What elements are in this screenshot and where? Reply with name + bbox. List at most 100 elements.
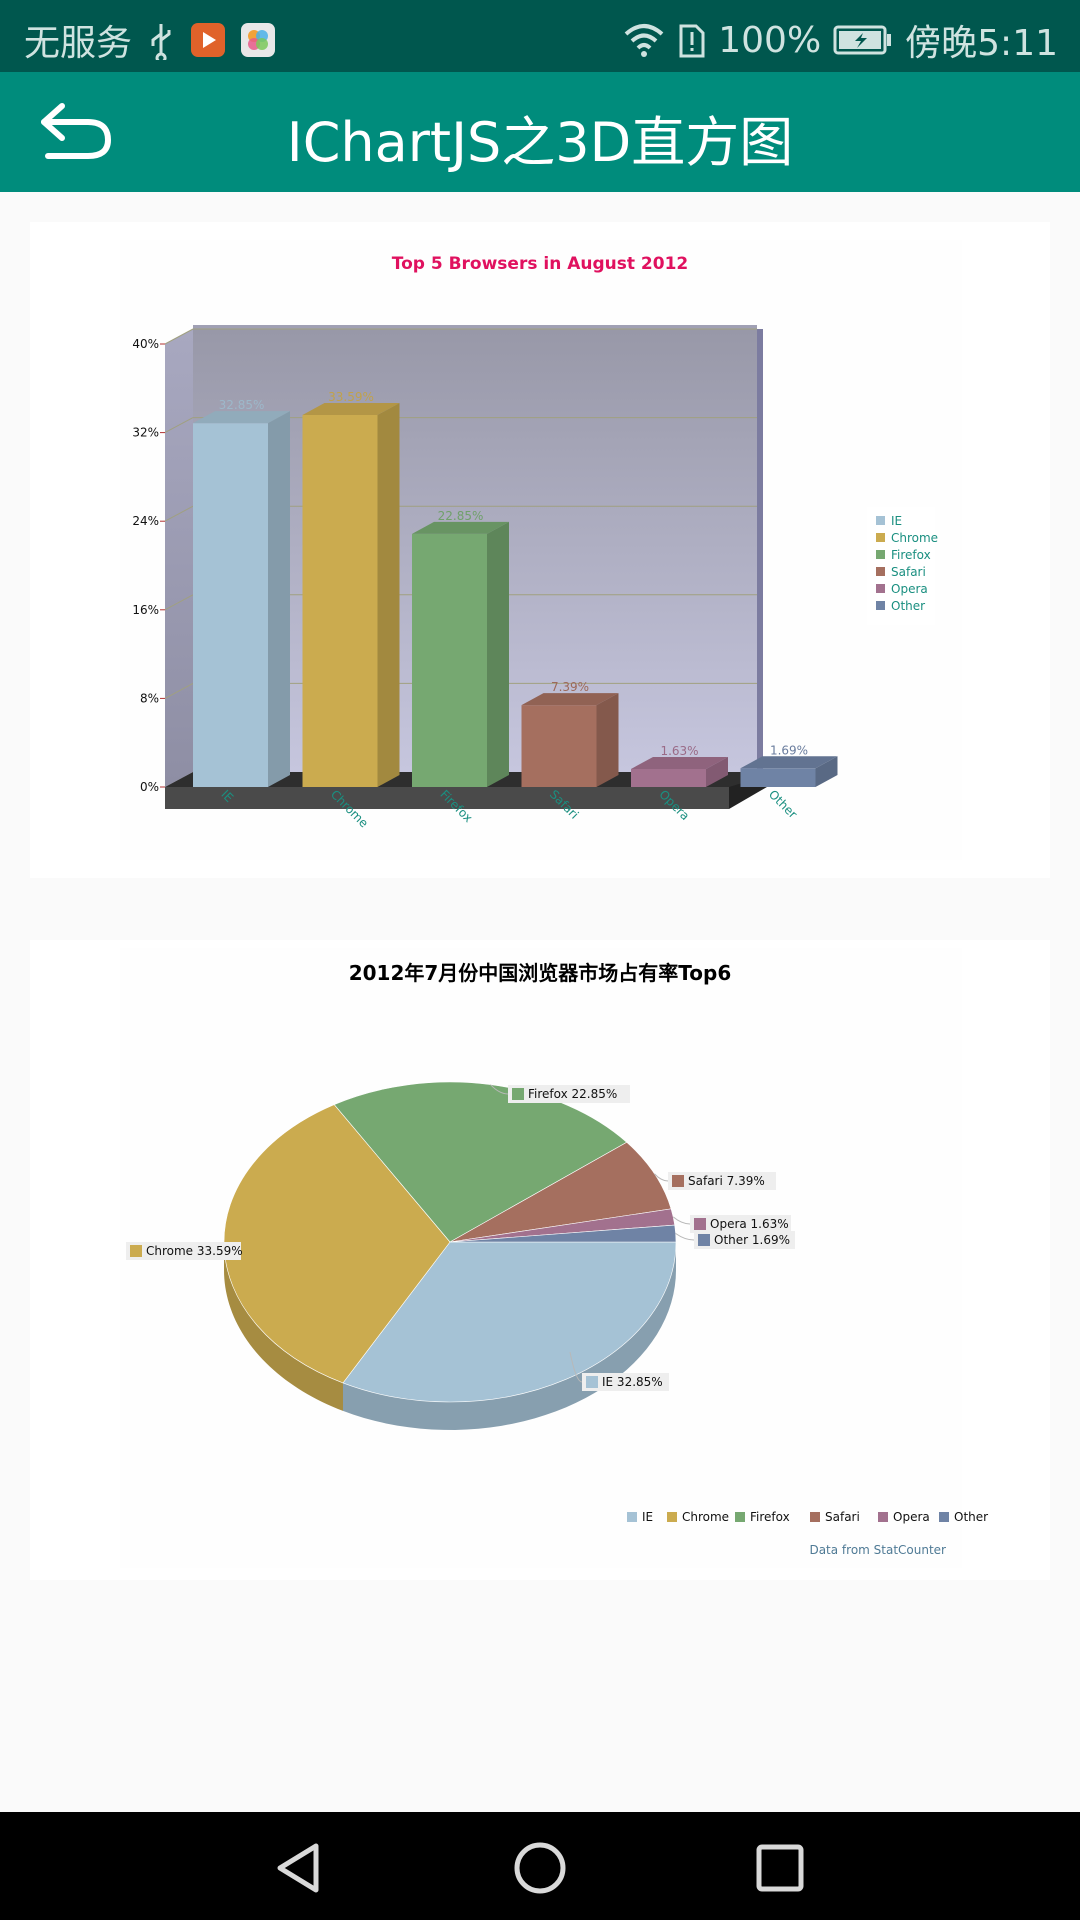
- chart-left-wall: [165, 329, 193, 787]
- bar-data-label: 33.59%: [328, 390, 374, 404]
- bar-front: [412, 533, 487, 787]
- pie-legend-swatch: [735, 1512, 745, 1522]
- pie-label-swatch: [672, 1175, 684, 1187]
- pie-label-bg: [694, 1231, 795, 1249]
- pie-label-bg: [668, 1172, 776, 1190]
- pie-chart-footnote: Data from StatCounter: [809, 1543, 946, 1557]
- bar-chart-legend: IE Chrome Firefox Safari Opera Other: [867, 507, 938, 625]
- pie-label-safari: Safari 7.39%: [668, 1172, 776, 1190]
- wifi-icon: [624, 24, 664, 57]
- pie-legend-swatch: [667, 1512, 677, 1522]
- bar-chrome: [302, 402, 400, 787]
- grid-line-side: [164, 682, 194, 699]
- y-tick-label: 0%: [140, 780, 159, 794]
- bar-side: [706, 756, 728, 787]
- legend-swatch: [876, 601, 885, 610]
- bar-side: [377, 402, 400, 787]
- bar-top: [193, 411, 290, 424]
- carrier-text: 无服务: [24, 23, 133, 64]
- pie-label-bg: [508, 1085, 630, 1103]
- pie-label-opera: Opera 1.63%: [690, 1215, 791, 1233]
- bar-front: [740, 768, 816, 787]
- pie-label-firefox: Firefox 22.85%: [508, 1085, 630, 1103]
- pie-label-swatch: [586, 1376, 598, 1388]
- pie-legend-label: Chrome: [682, 1510, 729, 1524]
- bar-chart-card: Top 5 Browsers in August 2012 0% 8% 16% 24%…: [30, 222, 1050, 878]
- legend-swatch: [876, 550, 885, 559]
- pie-label-swatch: [512, 1088, 524, 1100]
- bar-ie: [193, 411, 290, 787]
- pie-chart-title: 2012年7月份中国浏览器市场占有率Top6: [349, 961, 732, 985]
- bar-side: [815, 756, 838, 787]
- pie-label-text: IE 32.85%: [602, 1375, 663, 1389]
- chart-top-edge: [193, 325, 757, 329]
- status-left: 无服务: [24, 14, 276, 66]
- y-tick-label: 8%: [140, 691, 159, 705]
- bar-top: [631, 756, 728, 769]
- bar-chart: Top 5 Browsers in August 2012 0% 8% 16% 24%…: [120, 240, 962, 860]
- battery-charging-icon: [833, 25, 892, 55]
- pie-label-swatch: [694, 1218, 706, 1230]
- bar-data-label: 7.39%: [551, 680, 589, 694]
- status-right: 100% 傍晚5:11: [622, 14, 1058, 66]
- gallery-app-icon: [241, 23, 276, 57]
- chart-right-edge: [757, 329, 763, 772]
- bar-top: [302, 402, 400, 415]
- pie-chart-legend: IE Chrome Firefox Safari Opera Other: [627, 1510, 988, 1524]
- bar-chart-title: Top 5 Browsers in August 2012: [392, 254, 689, 274]
- clock-text: 傍晚5:11: [905, 23, 1058, 64]
- pie-legend-label: Other: [954, 1510, 988, 1524]
- bar-firefox: [412, 521, 509, 787]
- pie-label-text: Opera 1.63%: [710, 1217, 789, 1231]
- navigation-bar: [0, 1812, 1080, 1920]
- recents-square-icon[interactable]: [752, 1840, 808, 1896]
- legend-swatch: [876, 516, 885, 525]
- grid-line-side: [164, 505, 194, 522]
- pie-label-bg: [690, 1215, 791, 1233]
- pie-legend-swatch: [810, 1512, 820, 1522]
- bar-safari: [521, 693, 619, 787]
- pie-slice-other: [449, 1224, 677, 1243]
- pie-legend-swatch: [627, 1512, 637, 1522]
- video-app-icon: [191, 23, 226, 57]
- pie-label-other: Other 1.69%: [694, 1231, 795, 1249]
- bar-side: [487, 521, 509, 787]
- pie-label-text: Safari 7.39%: [688, 1174, 765, 1188]
- leader-line: [654, 1173, 669, 1182]
- bar-side: [268, 411, 290, 787]
- bar-front: [631, 768, 706, 787]
- pie-chart-card: 2012年7月份中国浏览器市场占有率Top6 IE 32.85% Chrome 3…: [30, 940, 1050, 1580]
- pie-label-text: Chrome 33.59%: [146, 1244, 243, 1258]
- chart-floor-front: [165, 787, 729, 809]
- legend-label: Firefox: [891, 548, 931, 562]
- pie-legend-swatch: [939, 1512, 949, 1522]
- legend-label: IE: [891, 514, 902, 528]
- bar-top: [412, 521, 509, 534]
- pie-label-text: Other 1.69%: [714, 1233, 790, 1247]
- bar-opera: [631, 756, 728, 787]
- leader-line: [569, 1351, 583, 1383]
- leader-line: [672, 1216, 691, 1225]
- grid-line-side: [164, 594, 194, 611]
- legend-label: Other: [891, 599, 925, 613]
- grid-line-side: [164, 328, 194, 345]
- bar-data-label: 1.69%: [770, 743, 808, 757]
- pie-label-bg: [126, 1242, 241, 1260]
- pie-legend-label: Safari: [825, 1510, 860, 1524]
- bar-other: [740, 756, 838, 787]
- legend-label: Safari: [891, 565, 926, 579]
- back-arrow-icon[interactable]: [36, 100, 116, 164]
- bar-front: [193, 423, 268, 787]
- pie-legend-label: Firefox: [750, 1510, 790, 1524]
- legend-swatch: [876, 567, 885, 576]
- leader-line: [675, 1233, 695, 1241]
- pie-label-text: Firefox 22.85%: [528, 1087, 617, 1101]
- pie-label-chrome: Chrome 33.59%: [126, 1242, 243, 1260]
- legend-label: Chrome: [891, 531, 938, 545]
- back-triangle-icon[interactable]: [272, 1840, 328, 1896]
- pie-slice-firefox: [333, 1081, 628, 1243]
- pie-label-ie: IE 32.85%: [582, 1373, 669, 1391]
- pie-side-chrome: [224, 1242, 343, 1411]
- home-circle-icon[interactable]: [512, 1840, 568, 1896]
- pie-slice-ie: [342, 1241, 677, 1403]
